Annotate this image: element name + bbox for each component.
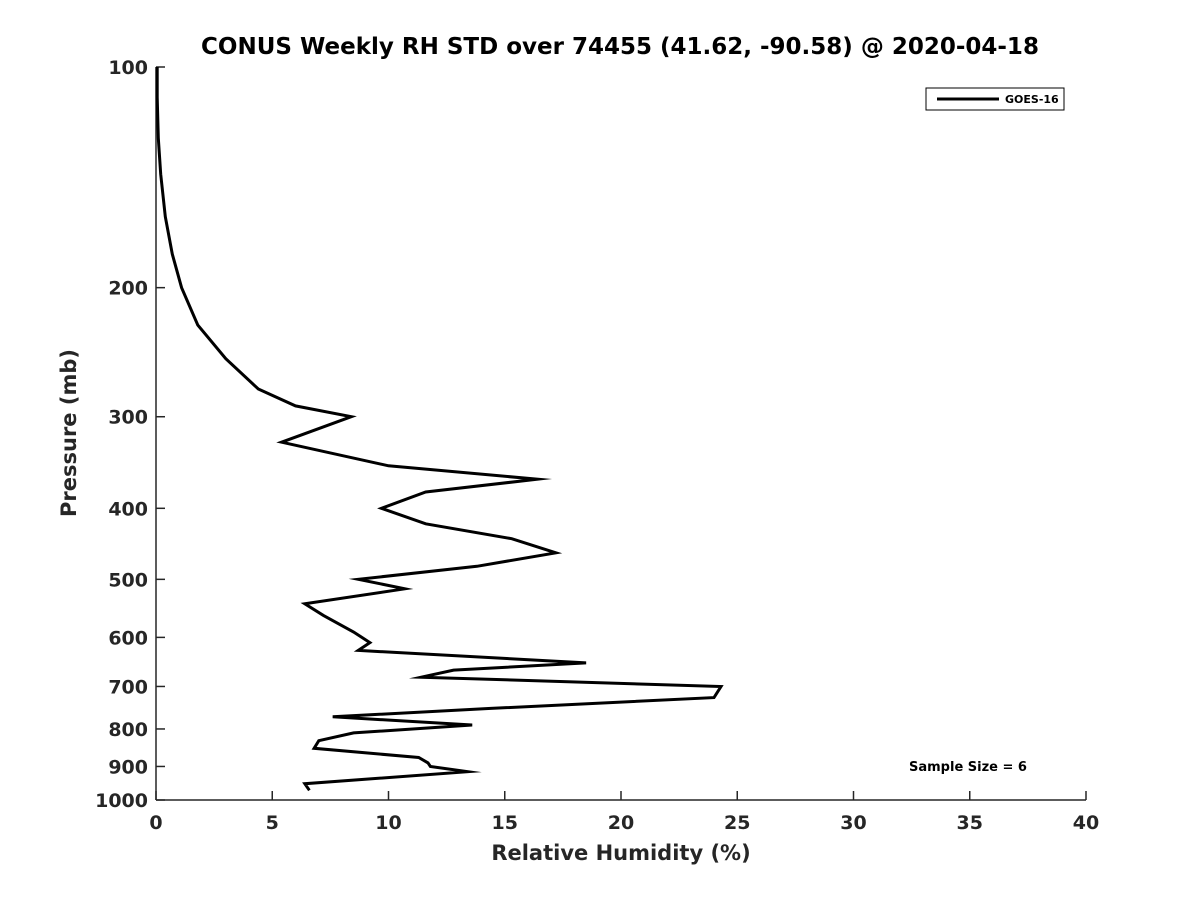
y-tick-label: 200 <box>108 278 148 300</box>
x-tick-label: 0 <box>149 812 162 834</box>
chart-title: CONUS Weekly RH STD over 74455 (41.62, -… <box>201 34 1039 60</box>
x-tick-label: 5 <box>266 812 279 834</box>
x-tick-label: 25 <box>724 812 750 834</box>
legend: GOES-16 <box>925 87 1065 111</box>
y-axis-label: Pressure (mb) <box>57 349 81 517</box>
x-tick-label: 10 <box>375 812 401 834</box>
y-tick-label: 500 <box>108 569 148 591</box>
x-tick-label: 30 <box>840 812 866 834</box>
series-line-goes-16 <box>155 67 724 792</box>
x-tick-label: 40 <box>1073 812 1099 834</box>
y-tick-label: 600 <box>108 627 148 649</box>
y-tick-label: 700 <box>108 676 148 698</box>
y-tick-label: 1000 <box>95 790 148 812</box>
y-tick-label: 800 <box>108 719 148 741</box>
sample-size-annotation: Sample Size = 6 <box>909 760 1027 775</box>
x-ticks: 0 5 10 15 20 25 30 35 40 <box>149 791 1099 834</box>
y-tick-label: 300 <box>108 407 148 429</box>
x-tick-label: 35 <box>957 812 983 834</box>
y-tick-label: 900 <box>108 756 148 778</box>
y-ticks: 100 200 300 400 500 600 700 800 900 1000 <box>95 57 165 812</box>
y-tick-label: 100 <box>108 57 148 79</box>
x-tick-label: 15 <box>492 812 518 834</box>
legend-label-goes-16: GOES-16 <box>1005 93 1059 106</box>
y-tick-label: 400 <box>108 498 148 520</box>
x-axis-label: Relative Humidity (%) <box>491 841 750 865</box>
x-tick-label: 20 <box>608 812 634 834</box>
